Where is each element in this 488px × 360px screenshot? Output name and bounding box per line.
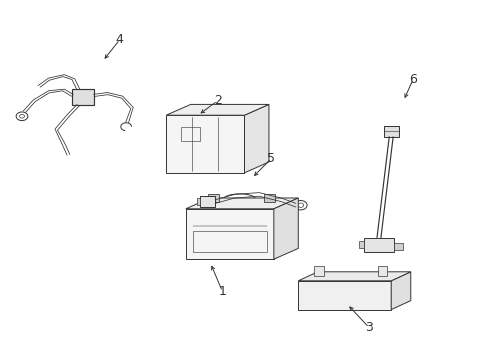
Polygon shape <box>185 198 298 209</box>
Polygon shape <box>196 198 200 205</box>
Polygon shape <box>313 265 323 276</box>
Polygon shape <box>200 196 215 207</box>
Polygon shape <box>298 272 410 281</box>
Text: 1: 1 <box>218 285 226 298</box>
Polygon shape <box>72 89 94 105</box>
Polygon shape <box>359 241 364 248</box>
Polygon shape <box>364 238 393 252</box>
Polygon shape <box>185 209 273 259</box>
Text: 4: 4 <box>116 33 123 46</box>
Text: 5: 5 <box>267 152 275 165</box>
Polygon shape <box>166 104 268 115</box>
Polygon shape <box>166 115 244 173</box>
Polygon shape <box>298 281 390 310</box>
Polygon shape <box>377 265 386 276</box>
Text: 6: 6 <box>408 73 416 86</box>
Text: 2: 2 <box>213 94 221 107</box>
Polygon shape <box>207 194 218 202</box>
Polygon shape <box>383 126 398 137</box>
Polygon shape <box>244 104 268 173</box>
Polygon shape <box>273 198 298 259</box>
Polygon shape <box>393 243 403 250</box>
Polygon shape <box>264 194 274 202</box>
Polygon shape <box>390 272 410 310</box>
Circle shape <box>80 95 86 100</box>
Text: 3: 3 <box>365 321 372 334</box>
